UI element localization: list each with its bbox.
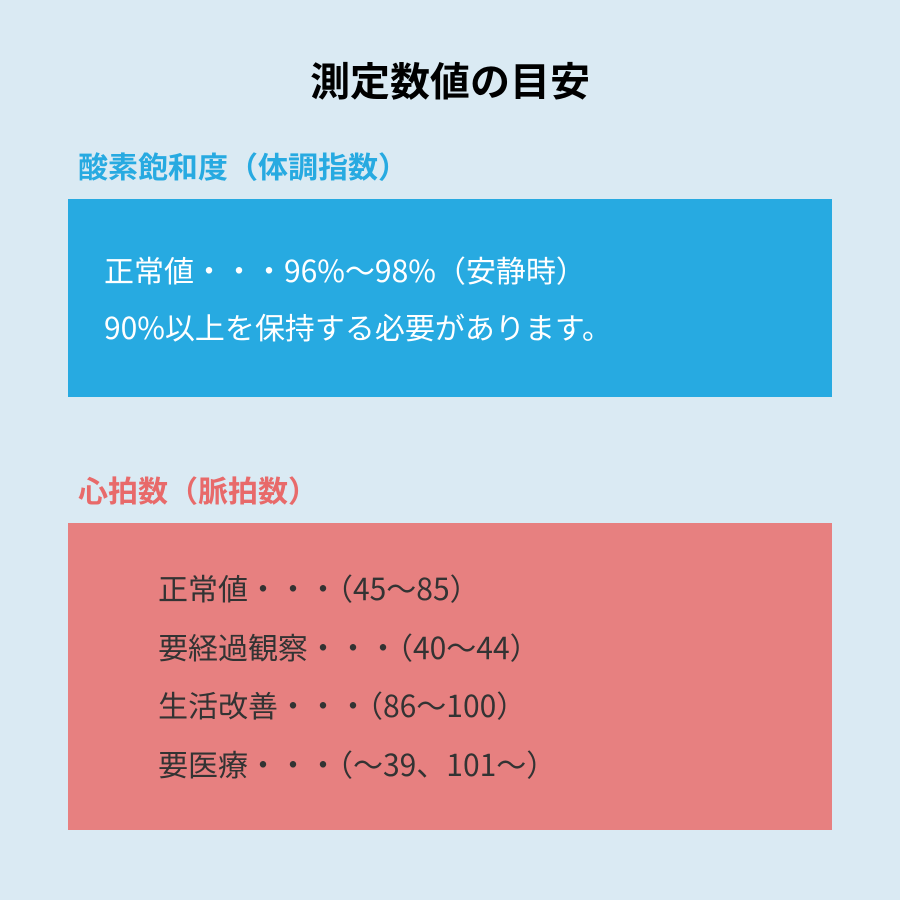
- oxygen-line-1: 正常値・・・96%〜98%（安静時）: [104, 241, 802, 298]
- oxygen-info-box: 正常値・・・96%〜98%（安静時） 90%以上を保持する必要があります。: [68, 199, 832, 397]
- main-container: 測定数値の目安 酸素飽和度（体調指数） 正常値・・・96%〜98%（安静時） 9…: [0, 0, 900, 900]
- page-title: 測定数値の目安: [0, 50, 900, 108]
- heartrate-line-4: 要医療・・・（〜39、101〜）: [158, 734, 802, 793]
- heartrate-line-2: 要経過観察・・・（40〜44）: [158, 617, 802, 676]
- section-gap: [0, 397, 900, 467]
- heartrate-line-3: 生活改善・・・（86〜100）: [158, 675, 802, 734]
- oxygen-section-header: 酸素飽和度（体調指数）: [0, 143, 900, 187]
- oxygen-line-2: 90%以上を保持する必要があります。: [104, 298, 802, 355]
- heartrate-section-header: 心拍数（脈拍数）: [0, 467, 900, 511]
- heartrate-line-1: 正常値・・・（45〜85）: [158, 558, 802, 617]
- heartrate-info-box: 正常値・・・（45〜85） 要経過観察・・・（40〜44） 生活改善・・・（86…: [68, 523, 832, 830]
- oxygen-section: 酸素飽和度（体調指数） 正常値・・・96%〜98%（安静時） 90%以上を保持す…: [0, 143, 900, 397]
- heartrate-section: 心拍数（脈拍数） 正常値・・・（45〜85） 要経過観察・・・（40〜44） 生…: [0, 467, 900, 830]
